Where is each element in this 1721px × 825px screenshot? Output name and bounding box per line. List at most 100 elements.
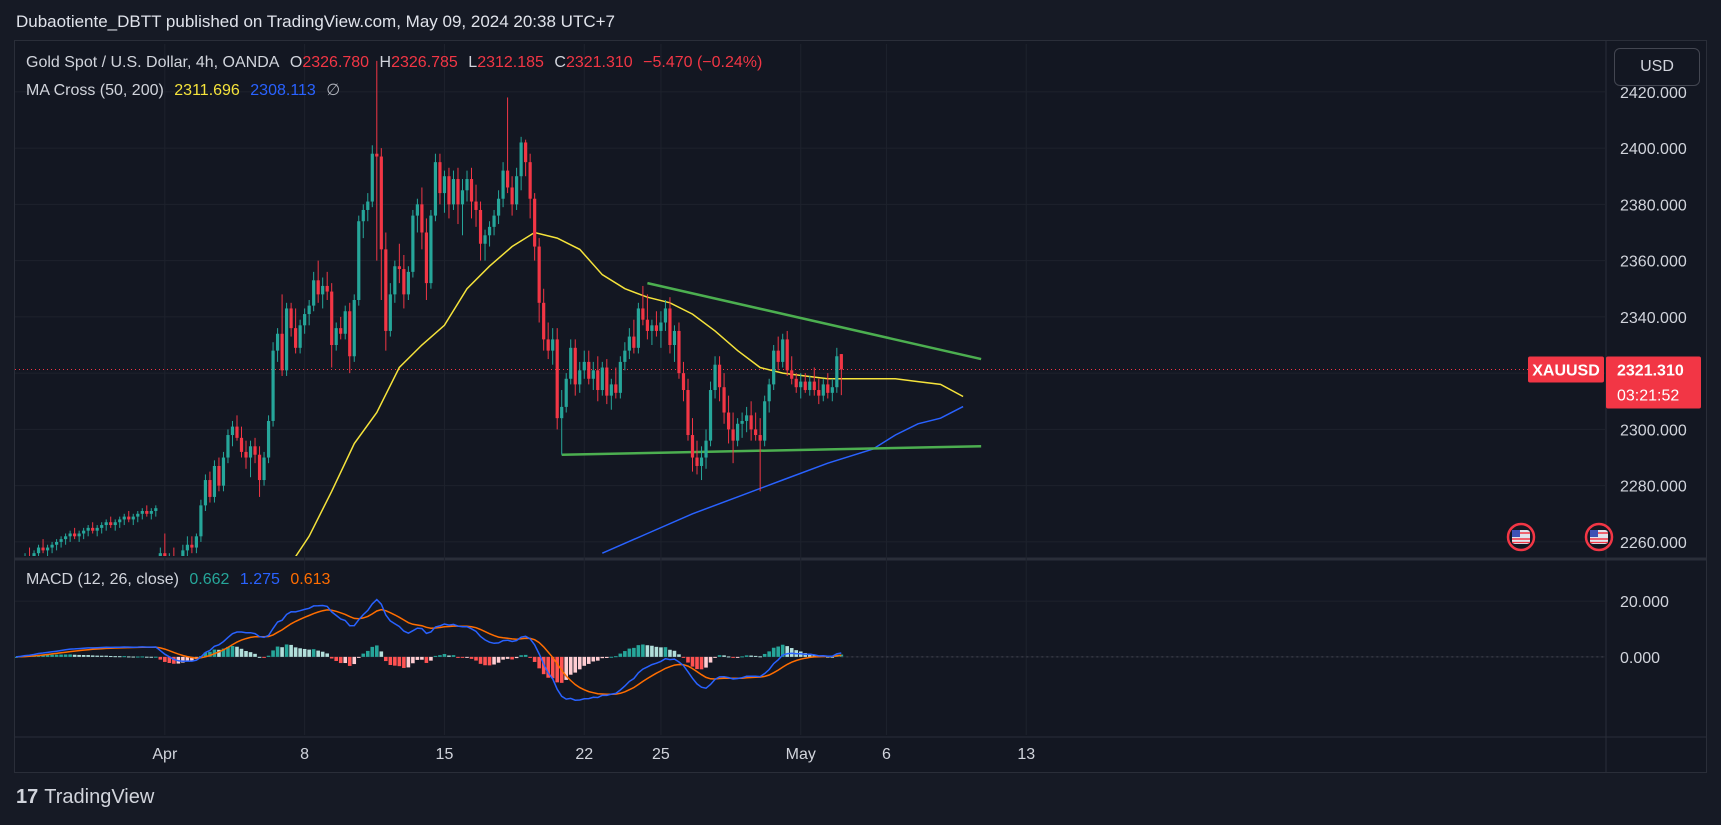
candle-body <box>420 204 424 233</box>
macd-histogram-bar <box>650 645 654 657</box>
macd-histogram-bar <box>740 656 744 658</box>
candle-body <box>45 547 50 551</box>
candle-body <box>460 190 465 205</box>
macd-histogram-bar <box>704 656 708 668</box>
candle-body <box>303 314 307 326</box>
candle-body <box>704 440 708 458</box>
price-legend: Gold Spot / U.S. Dollar, 4h, OANDA O2326… <box>26 54 768 72</box>
macd-histogram-bar <box>771 647 776 657</box>
candle-body <box>307 305 311 315</box>
macd-histogram-bar <box>505 656 510 659</box>
candle-body <box>632 336 636 348</box>
candle-body <box>154 508 158 511</box>
symbol-price-tag <box>1528 356 1604 383</box>
candle-body <box>623 350 627 362</box>
macd-histogram-bar <box>320 651 325 657</box>
macd-line-value: 1.275 <box>239 571 280 588</box>
macd-histogram-bar <box>487 656 492 666</box>
candle-body <box>785 339 789 371</box>
candle-body <box>794 378 798 388</box>
candle-body <box>587 361 591 379</box>
macd-histogram-bar <box>465 656 469 658</box>
macd-histogram-bar <box>293 647 298 657</box>
candle-body <box>591 370 595 379</box>
price-axis-tick-label: 2280.000 <box>1620 479 1687 496</box>
candle-body <box>515 176 519 205</box>
candle-body <box>339 328 343 334</box>
macd-histogram-bar <box>122 656 127 658</box>
candle-body <box>32 553 36 556</box>
candle-body <box>199 505 203 537</box>
ma200-value: 2308.113 <box>250 82 316 99</box>
macd-histogram-bar <box>681 656 686 658</box>
currency-button[interactable]: USD <box>1614 48 1700 86</box>
macd-histogram-bar <box>86 655 90 657</box>
candle-body <box>194 536 198 548</box>
candle-body <box>316 280 320 295</box>
close-value: C2321.310 <box>554 54 633 71</box>
macd-histogram-bar <box>605 656 609 658</box>
ma-cross-label: MA Cross (50, 200) <box>26 82 164 99</box>
macd-histogram-bar <box>99 655 104 657</box>
tradingview-footer[interactable]: 17 TradingView <box>16 786 154 809</box>
candle-body <box>361 209 365 222</box>
bar-countdown-label: 03:21:52 <box>1617 387 1679 404</box>
macd-histogram-bar <box>632 647 636 657</box>
candle-body <box>140 510 144 514</box>
macd-label: MACD (12, 26, close) <box>26 571 179 588</box>
candle-body <box>677 330 681 374</box>
candle-body <box>659 322 663 331</box>
ma50-line <box>295 231 964 556</box>
candle-body <box>731 429 735 441</box>
macd-histogram-bar <box>397 656 402 667</box>
candle-body <box>257 454 262 481</box>
candle-body <box>839 354 843 370</box>
candle-body <box>763 401 767 441</box>
candle-body <box>244 451 248 458</box>
macd-histogram-bar <box>532 656 537 662</box>
macd-histogram-bar <box>447 655 451 657</box>
macd-histogram-bar <box>244 651 248 657</box>
candle-body <box>82 530 86 534</box>
candle-body <box>546 339 550 351</box>
candle-body <box>366 201 370 210</box>
candle-body <box>569 347 573 379</box>
candle-body <box>163 553 167 556</box>
macd-histogram-bar <box>591 656 596 662</box>
price-pane <box>15 60 1606 568</box>
macd-histogram-bar <box>609 656 614 658</box>
candle-body <box>781 339 785 362</box>
time-axis-tick-label: 15 <box>436 746 454 763</box>
candle-body <box>325 285 329 292</box>
macd-hist-value: 0.662 <box>189 571 230 588</box>
candle-body <box>131 516 135 520</box>
candle-body <box>370 153 374 202</box>
macd-histogram-bar <box>167 656 172 664</box>
macd-histogram-bar <box>586 656 591 664</box>
candle-body <box>717 364 722 388</box>
candle-body <box>19 562 22 568</box>
candle-body <box>438 162 442 194</box>
candle-body <box>226 435 230 458</box>
macd-histogram-bar <box>812 654 817 657</box>
candle-body <box>803 381 807 391</box>
economic-event-flag-icon[interactable] <box>1584 522 1614 552</box>
macd-histogram-bar <box>717 655 722 657</box>
candle-body <box>388 294 392 331</box>
economic-event-flag-icon[interactable] <box>1506 522 1536 552</box>
candle-body <box>91 527 95 531</box>
candle-body <box>95 527 99 531</box>
macd-histogram-bar <box>108 656 113 658</box>
price-axis-tick-label: 2340.000 <box>1620 310 1687 327</box>
macd-histogram-bar <box>510 656 514 660</box>
candle-body <box>235 426 239 438</box>
macd-histogram-bar <box>257 656 262 658</box>
macd-histogram-bar <box>695 656 699 670</box>
macd-histogram-bar <box>126 656 131 658</box>
macd-histogram-bar <box>181 656 185 663</box>
candle-body <box>104 522 108 526</box>
candle-body <box>54 541 59 545</box>
candle-body <box>68 533 72 537</box>
macd-histogram-bar <box>131 656 136 658</box>
